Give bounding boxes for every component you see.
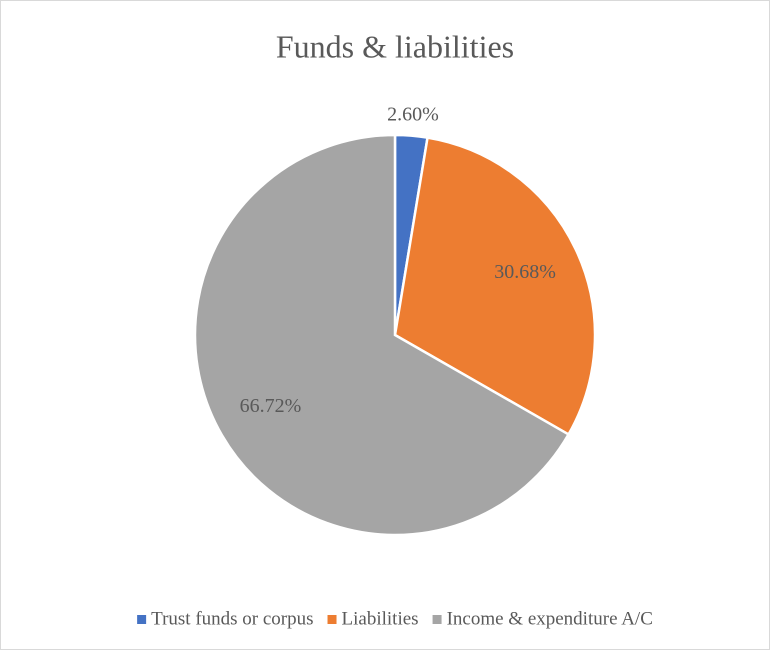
legend-swatch (327, 615, 337, 624)
legend-label: Liabilities (342, 608, 419, 629)
legend-swatch (432, 615, 442, 624)
chart-title: Funds & liabilities (276, 28, 514, 64)
data-label: 30.68% (494, 261, 556, 283)
pie-slice (193, 133, 571, 537)
legend-label: Trust funds or corpus (151, 608, 313, 629)
data-label: 2.60% (387, 103, 439, 125)
legend-label: Income & expenditure A/C (447, 608, 653, 629)
pie-slice (393, 136, 597, 437)
legend-swatch (137, 615, 147, 624)
data-label: 66.72% (240, 395, 302, 417)
